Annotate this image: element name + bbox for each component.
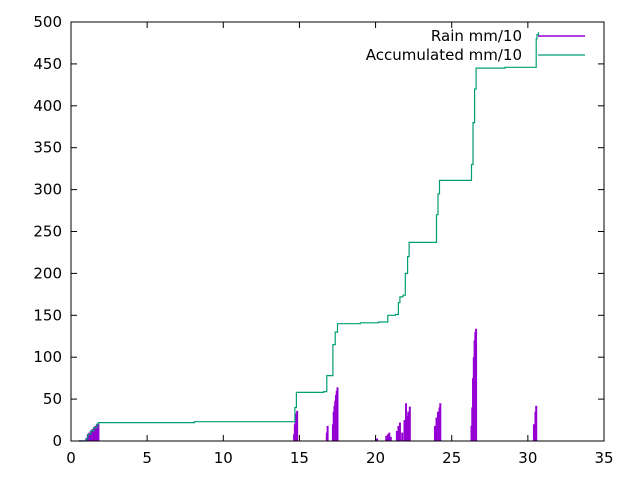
y-tick-label: 250 xyxy=(33,223,62,241)
series-layer xyxy=(78,32,540,442)
legend-label-accumulated: Accumulated mm/10 xyxy=(366,46,522,64)
x-tick-label: 5 xyxy=(142,449,152,467)
x-tick-label: 0 xyxy=(66,449,76,467)
x-tick-label: 20 xyxy=(366,449,385,467)
y-tick-label: 400 xyxy=(33,97,62,115)
x-tick-label: 35 xyxy=(594,449,613,467)
x-tick-label: 30 xyxy=(518,449,537,467)
y-tick-label: 50 xyxy=(43,390,62,408)
y-tick-label: 0 xyxy=(52,432,62,450)
y-tick-label: 500 xyxy=(33,13,62,31)
y-tick-label: 150 xyxy=(33,306,62,324)
x-tick-label: 25 xyxy=(442,449,461,467)
y-tick-label: 200 xyxy=(33,264,62,282)
legend-label-rain: Rain mm/10 xyxy=(431,27,522,45)
accumulated-step-line xyxy=(78,32,540,442)
x-tick-label: 15 xyxy=(290,449,309,467)
y-tick-label: 300 xyxy=(33,181,62,199)
x-tick-label: 10 xyxy=(214,449,233,467)
y-tick-label: 100 xyxy=(33,348,62,366)
axes-layer: 0 50 100 150 200 250 300 350 400 450 500 0 5 10 15 20 25… xyxy=(33,13,613,467)
y-tick-label: 450 xyxy=(33,55,62,73)
y-tick-label: 350 xyxy=(33,139,62,157)
